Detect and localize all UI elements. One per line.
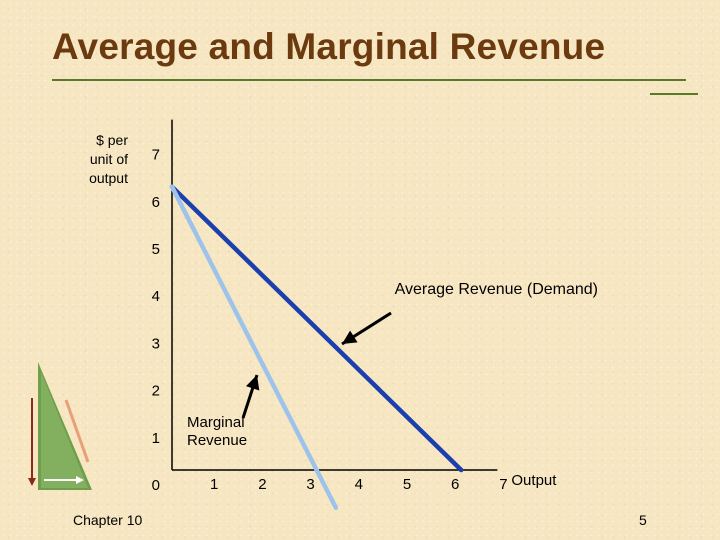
- y-tick-label-3: 3: [152, 335, 160, 352]
- x-tick-label-4: 4: [355, 476, 363, 493]
- y-tick-label-1: 1: [152, 430, 160, 447]
- x-tick-label-7: 7: [499, 476, 507, 493]
- average-revenue-line: [169, 184, 464, 473]
- x-tick-label-1: 1: [210, 476, 218, 493]
- y-tick-label-2: 2: [152, 383, 160, 400]
- y-tick-label-7: 7: [152, 147, 160, 164]
- marginal-revenue-arrow-head: [246, 375, 260, 391]
- x-tick-label-2: 2: [258, 476, 266, 493]
- title-divider: [52, 79, 686, 81]
- average-revenue-label: Average Revenue (Demand): [395, 281, 598, 298]
- y-tick-label-0: 0: [152, 477, 160, 494]
- y-axis-label: $ per unit of output: [89, 132, 128, 186]
- x-axis-label: Output: [511, 472, 557, 489]
- y-tick-label-4: 4: [152, 288, 160, 305]
- page-number: 5: [639, 512, 647, 528]
- y-tick-label-5: 5: [152, 241, 160, 258]
- marginal-revenue-line: [169, 184, 339, 511]
- average-revenue-arrow-head: [342, 330, 358, 344]
- slide-title: Average and Marginal Revenue: [52, 26, 606, 67]
- triangle-ruler-icon: [28, 362, 92, 490]
- x-tick-label-3: 3: [306, 476, 314, 493]
- chapter-label: Chapter 10: [73, 512, 143, 528]
- marginal-revenue-label: Marginal Revenue: [187, 414, 247, 449]
- title-divider-extension: [650, 93, 698, 95]
- x-tick-label-5: 5: [403, 476, 411, 493]
- x-tick-label-6: 6: [451, 476, 459, 493]
- y-tick-label-6: 6: [152, 194, 160, 211]
